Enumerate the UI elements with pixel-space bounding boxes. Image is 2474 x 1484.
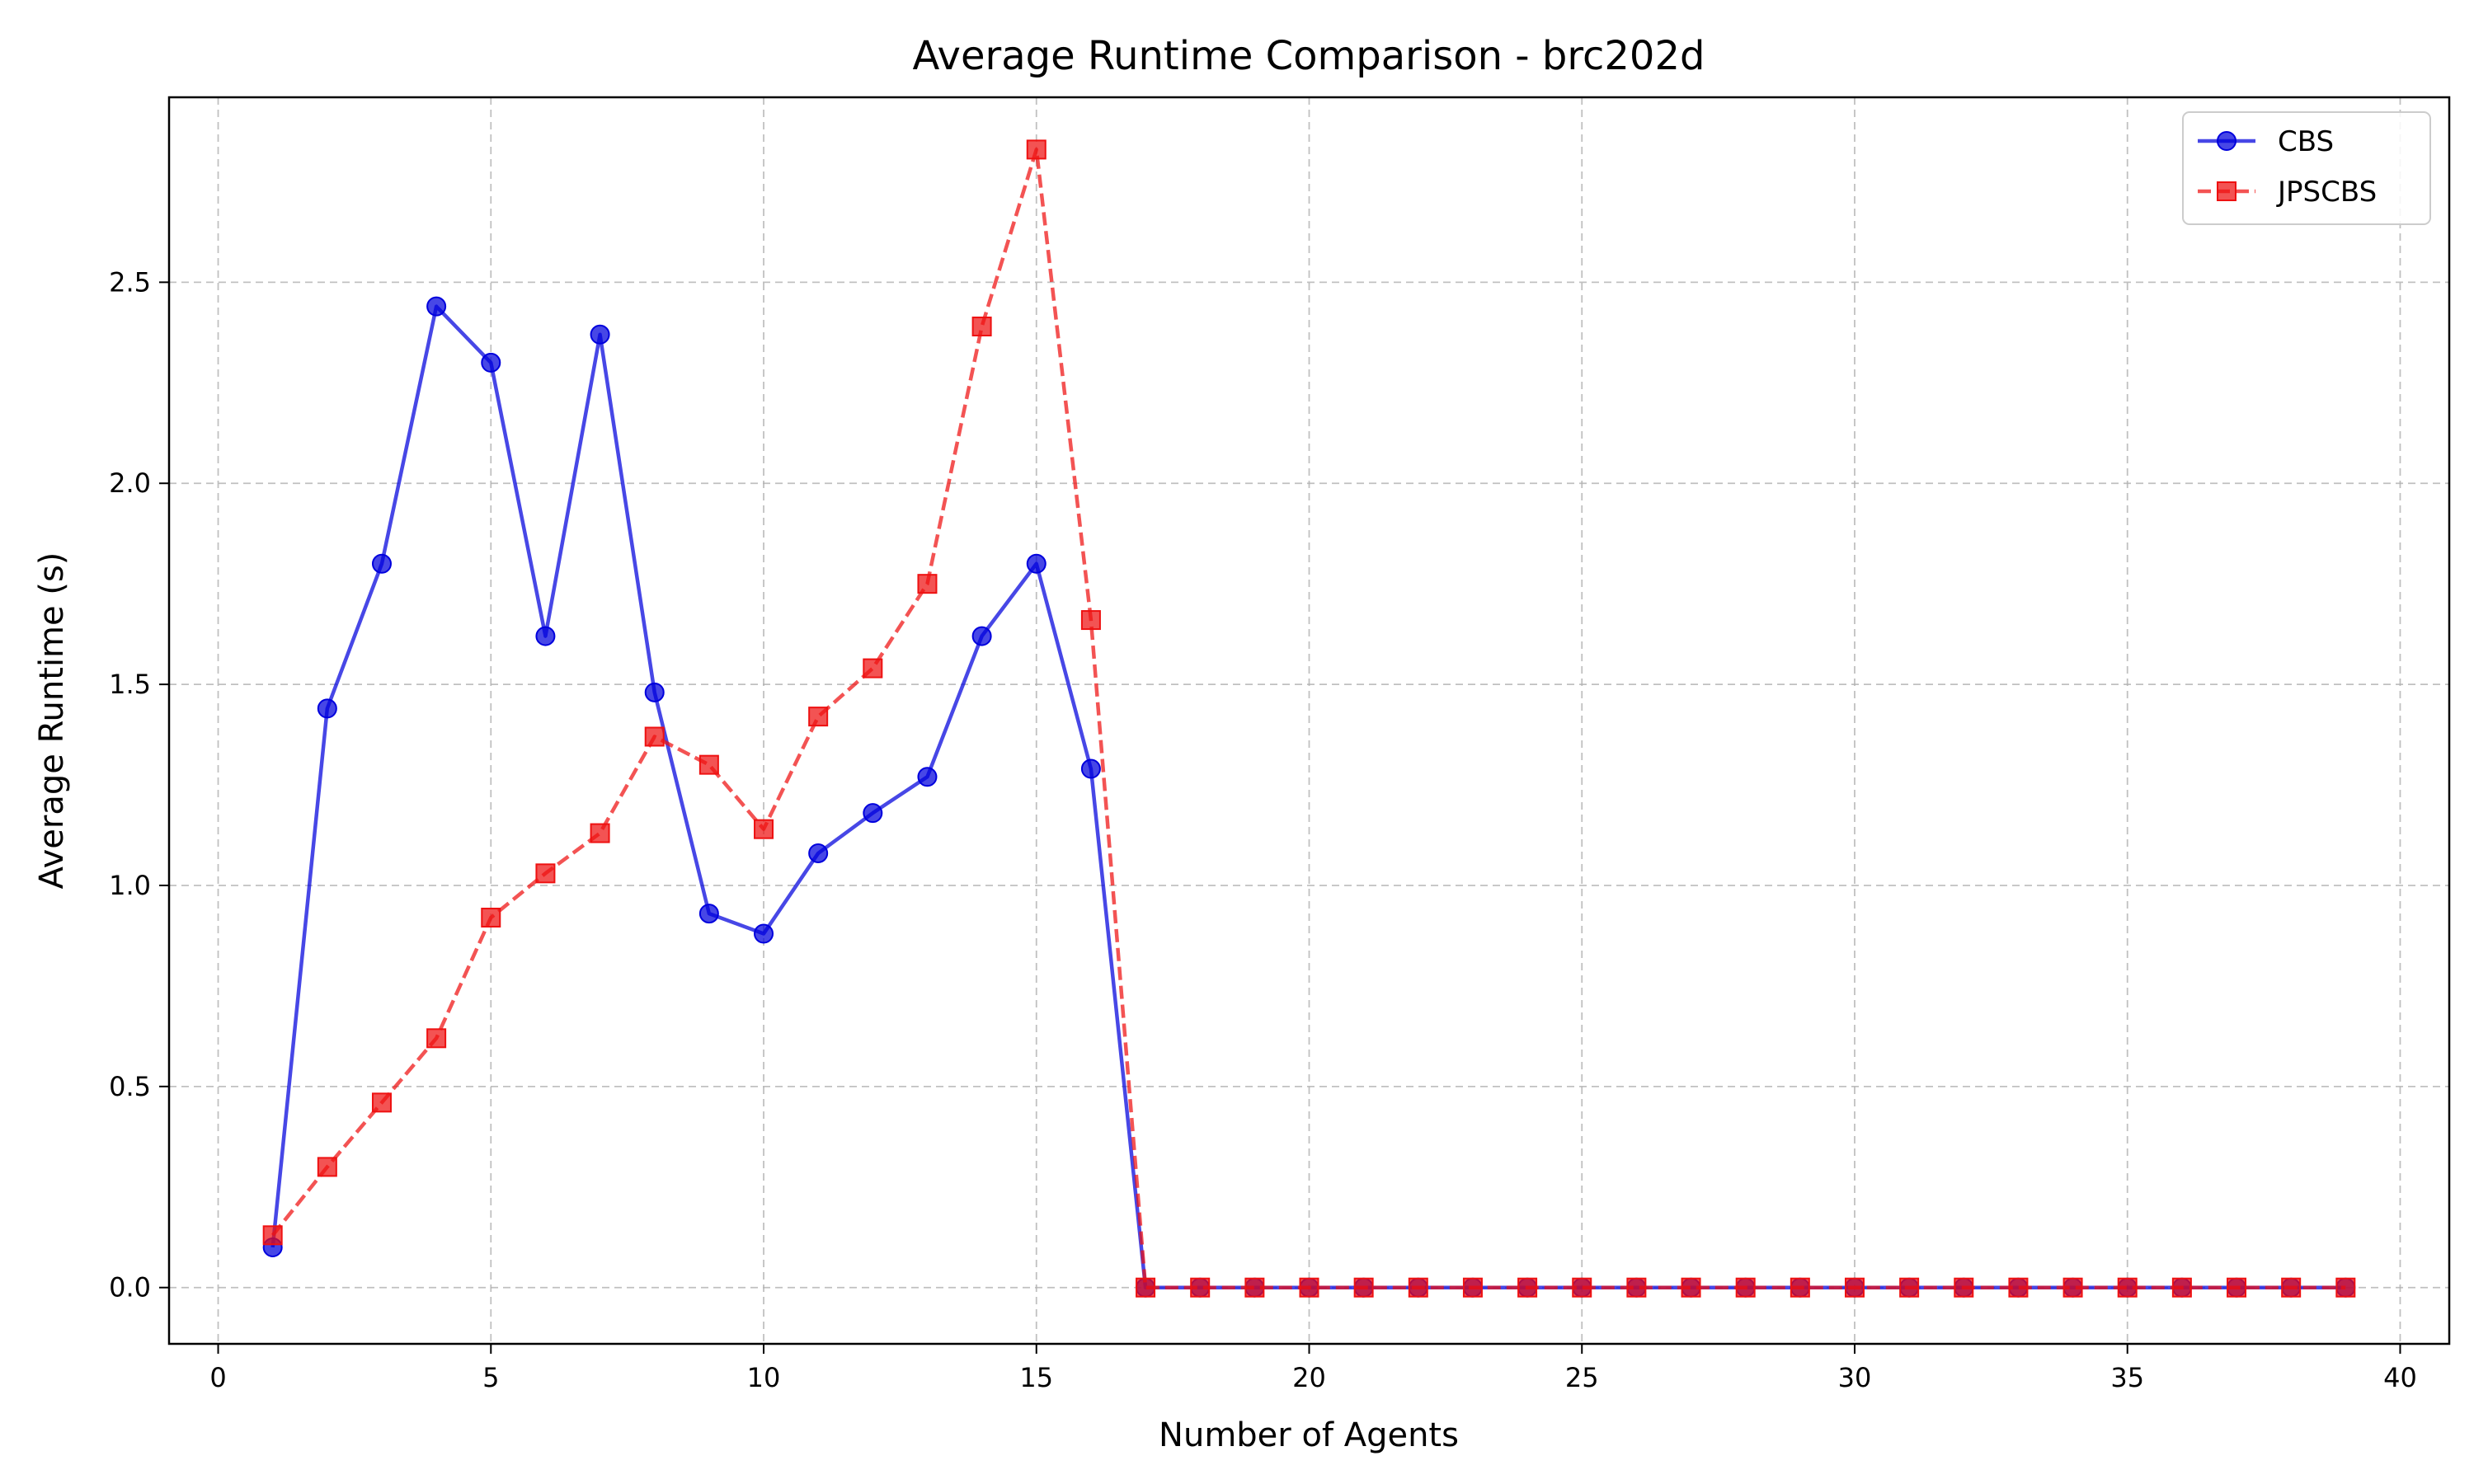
data-point-cbs (863, 803, 883, 824)
data-point-jpscbs (2335, 1277, 2356, 1298)
data-point-jpscbs (698, 754, 719, 775)
data-point-jpscbs (2008, 1277, 2029, 1298)
data-point-jpscbs (1735, 1277, 1756, 1298)
data-point-jpscbs (863, 658, 883, 679)
plot-series (262, 139, 2356, 1298)
data-point-jpscbs (971, 317, 992, 337)
x-tick-label: 35 (2110, 1362, 2144, 1393)
data-point-jpscbs (1790, 1277, 1810, 1298)
data-point-jpscbs (1572, 1277, 1592, 1298)
data-point-jpscbs (644, 726, 665, 747)
data-point-jpscbs (1353, 1277, 1374, 1298)
data-point-jpscbs (262, 1225, 283, 1246)
data-point-jpscbs (535, 863, 556, 884)
data-point-jpscbs (2281, 1277, 2302, 1298)
x-tick-label: 40 (2383, 1362, 2417, 1393)
data-point-jpscbs (317, 1157, 337, 1177)
data-point-jpscbs (1244, 1277, 1265, 1298)
chart-title: Average Runtime Comparison - brc202d (913, 33, 1705, 79)
x-tick-label: 0 (209, 1362, 226, 1393)
series-jpscbs (262, 139, 2356, 1298)
y-tick-label: 1.0 (109, 870, 151, 901)
x-tick-label: 30 (1838, 1362, 1872, 1393)
data-point-jpscbs (1517, 1277, 1538, 1298)
data-point-jpscbs (1626, 1277, 1647, 1298)
data-point-cbs (1080, 758, 1101, 779)
data-point-jpscbs (1954, 1277, 1974, 1298)
x-axis-label: Number of Agents (1159, 1416, 1459, 1454)
data-point-jpscbs (590, 823, 610, 843)
data-point-cbs (1026, 553, 1047, 574)
data-point-jpscbs (808, 707, 829, 727)
data-point-jpscbs (2227, 1277, 2247, 1298)
y-tick-label: 2.5 (109, 266, 151, 298)
y-tick-label: 1.5 (109, 669, 151, 700)
data-point-jpscbs (754, 819, 774, 839)
data-point-jpscbs (1299, 1277, 1319, 1298)
data-point-cbs (698, 904, 719, 924)
data-point-jpscbs (426, 1028, 447, 1049)
data-point-cbs (426, 296, 447, 317)
data-point-cbs (971, 626, 992, 646)
data-point-jpscbs (1080, 610, 1101, 631)
legend-label-cbs: CBS (2278, 125, 2334, 158)
x-tick-label: 20 (1292, 1362, 1326, 1393)
data-point-cbs (808, 843, 829, 863)
data-point-jpscbs (1408, 1277, 1428, 1298)
data-point-jpscbs (1899, 1277, 1920, 1298)
data-point-jpscbs (2062, 1277, 2083, 1298)
x-tick-label: 25 (1565, 1362, 1599, 1393)
data-point-cbs (917, 767, 938, 787)
data-point-jpscbs (1681, 1277, 1701, 1298)
y-tick-label: 2.0 (109, 467, 151, 499)
y-tick-label: 0.0 (109, 1272, 151, 1303)
data-point-jpscbs (2171, 1277, 2192, 1298)
legend: CBS JPSCBS (2182, 111, 2431, 225)
data-point-jpscbs (1026, 139, 1047, 160)
x-tick-label: 15 (1019, 1362, 1053, 1393)
data-point-cbs (754, 923, 774, 944)
x-tick-label: 10 (747, 1362, 781, 1393)
data-point-cbs (371, 553, 392, 574)
data-point-cbs (644, 682, 665, 702)
data-point-cbs (535, 626, 556, 646)
data-point-jpscbs (1462, 1277, 1483, 1298)
data-point-jpscbs (481, 907, 501, 928)
data-point-cbs (317, 698, 337, 719)
legend-marker-jpscbs (2217, 181, 2236, 201)
data-point-jpscbs (1136, 1277, 1156, 1298)
axis-ticks: 0 5 10 15 20 25 30 35 40 0.0 0.5 1.0 1.5 2.0 2.5 (109, 266, 2417, 1393)
data-point-jpscbs (1190, 1277, 1211, 1298)
x-tick-label: 5 (482, 1362, 499, 1393)
legend-marker-cbs (2217, 131, 2236, 151)
data-point-cbs (590, 324, 610, 345)
data-point-jpscbs (2117, 1277, 2138, 1298)
data-point-jpscbs (917, 574, 938, 594)
data-point-cbs (481, 352, 501, 373)
data-point-jpscbs (1844, 1277, 1865, 1298)
y-tick-label: 0.5 (109, 1071, 151, 1102)
legend-label-jpscbs: JPSCBS (2276, 176, 2377, 209)
data-point-jpscbs (371, 1092, 392, 1113)
y-axis-label: Average Runtime (s) (33, 552, 71, 890)
